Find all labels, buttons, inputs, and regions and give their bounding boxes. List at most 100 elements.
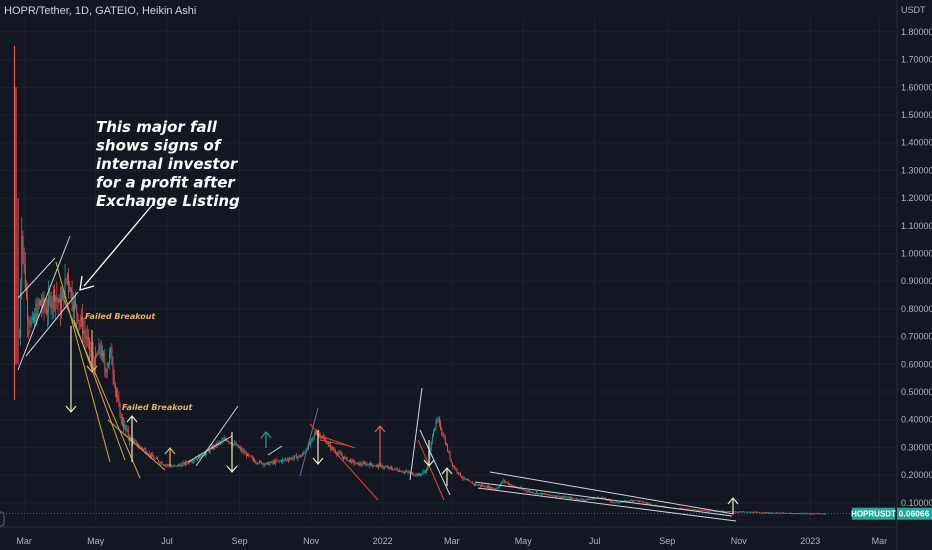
candle-body xyxy=(166,464,168,466)
candle-body xyxy=(249,455,251,457)
candle-body xyxy=(123,424,124,428)
candle-body xyxy=(683,508,685,510)
candle-body xyxy=(737,511,739,513)
candle-body xyxy=(216,443,218,445)
candle-body xyxy=(579,499,581,500)
candle-body xyxy=(417,473,419,476)
scroll-handle xyxy=(0,511,5,527)
candle-body xyxy=(97,354,99,356)
candle-body xyxy=(350,459,351,463)
up-arrow xyxy=(164,447,176,466)
candle-body xyxy=(682,508,684,510)
candle-body xyxy=(699,510,701,511)
candle-body xyxy=(635,500,637,501)
candle-body xyxy=(558,495,560,497)
candle-body xyxy=(398,470,399,472)
candle-body xyxy=(98,344,100,355)
candle-body xyxy=(775,512,777,514)
candle-body xyxy=(144,449,146,450)
candle-body xyxy=(587,498,589,500)
last-price-tag-bg xyxy=(897,507,932,520)
candle-body xyxy=(816,513,818,515)
candle-body xyxy=(639,500,640,502)
candle-body xyxy=(647,503,649,504)
candle-body xyxy=(229,442,231,444)
candle-body xyxy=(765,512,767,514)
candle-body xyxy=(642,501,644,503)
candle-body xyxy=(245,452,247,456)
candle-body xyxy=(57,299,59,303)
candle-body xyxy=(292,457,294,460)
candle-body xyxy=(412,472,413,475)
candle-body xyxy=(106,366,108,373)
last-price-tag-text: 0.06066 xyxy=(899,509,930,519)
candle-body xyxy=(733,511,735,513)
x-tick-label: Sep xyxy=(659,536,675,546)
candle-body xyxy=(405,471,406,473)
candle-body xyxy=(310,440,312,445)
candle-body xyxy=(160,462,162,464)
candle-body xyxy=(496,488,498,490)
candle-body xyxy=(388,467,390,469)
candle-body xyxy=(475,483,477,485)
candle-body xyxy=(304,452,306,453)
candle-body xyxy=(623,500,625,502)
candle-body xyxy=(691,508,693,510)
candle-body xyxy=(223,438,225,440)
candle-body xyxy=(37,304,39,306)
candle-body xyxy=(391,467,392,470)
candle-body xyxy=(80,316,82,321)
candle-body xyxy=(242,450,244,452)
candle-body xyxy=(176,465,178,467)
candle-body xyxy=(85,335,87,340)
candle-body xyxy=(269,463,271,465)
candle-body xyxy=(408,472,410,473)
candle-body xyxy=(54,290,55,302)
candle-body xyxy=(546,494,548,496)
candle-body xyxy=(21,236,23,287)
candle-body xyxy=(68,273,70,285)
candle-body xyxy=(697,510,699,511)
candle-body xyxy=(560,496,562,498)
candle-body xyxy=(164,464,165,466)
candle-body xyxy=(814,513,816,515)
candle-body xyxy=(382,467,384,469)
candle-body xyxy=(774,512,776,514)
candle-body xyxy=(589,498,591,500)
candle-body xyxy=(800,513,802,514)
y-tick-label: 0.20000 xyxy=(901,470,932,480)
candle-body xyxy=(523,489,525,491)
candle-body xyxy=(406,471,408,473)
candle-body xyxy=(330,444,332,449)
candle-body xyxy=(96,354,98,356)
candle-body xyxy=(59,298,61,315)
candle-body xyxy=(381,465,383,468)
candle-body xyxy=(692,509,694,511)
candle-body xyxy=(547,494,549,495)
candle-body xyxy=(222,439,224,441)
candle-body xyxy=(407,471,409,473)
candle-body xyxy=(603,498,605,499)
candle-body xyxy=(49,295,51,298)
candle-body xyxy=(256,462,258,464)
candle-body xyxy=(77,313,79,322)
candle-body xyxy=(307,444,309,450)
candle-body xyxy=(548,494,550,495)
candle-body xyxy=(648,503,650,505)
candle-body xyxy=(738,511,740,513)
candle-body xyxy=(264,464,266,465)
candle-body xyxy=(183,462,185,465)
down-arrow xyxy=(65,326,77,413)
candle-body xyxy=(95,354,96,370)
candle-body xyxy=(167,464,169,466)
symbol-price-tag[interactable]: HOPRUSDT 0.06066 xyxy=(851,507,932,520)
candle-body xyxy=(295,455,296,457)
candle-body xyxy=(279,460,281,462)
candle-body xyxy=(387,466,389,469)
candle-body xyxy=(132,439,134,443)
annotation-line: Exchange Listing xyxy=(96,192,240,210)
candle-body xyxy=(146,452,148,454)
candle-body xyxy=(302,453,304,456)
candle-body xyxy=(685,508,687,510)
